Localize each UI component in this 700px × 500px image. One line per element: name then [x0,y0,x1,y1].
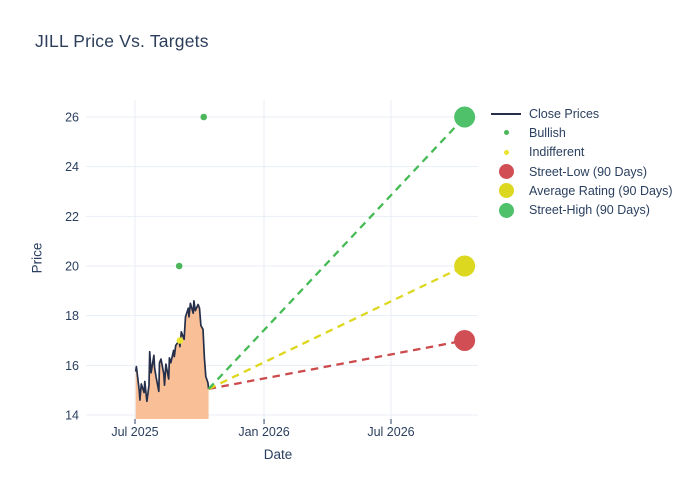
legend-label: Street-High (90 Days) [529,203,650,218]
target-line-street-low-days [208,339,465,391]
indifferent-dot-icon [486,149,526,155]
average-rating-marker-icon [486,183,526,199]
chart-title: JILL Price Vs. Targets [35,31,209,51]
legend-item-street-low[interactable]: Street-Low (90 Days) [486,162,673,181]
legend-item-indifferent[interactable]: Indifferent [486,143,673,162]
street-low-marker-icon [486,164,526,180]
y-tick-label: 16 [65,359,79,373]
rating-dot-bullish [175,262,183,270]
x-tick-label: Jan 2026 [238,425,289,439]
target-line-street-high-days [207,116,466,390]
legend-label: Close Prices [529,106,600,121]
x-tick-label: Jul 2025 [111,425,158,439]
y-tick-label: 18 [65,309,79,323]
target-line-average-rating-days [208,264,466,390]
y-tick-label: 24 [65,160,79,174]
legend-label: Street-Low (90 Days) [529,164,648,179]
close-prices-line-icon [486,112,526,115]
target-marker-average-rating-days [454,255,476,277]
legend-label: Indifferent [529,145,585,160]
target-marker-street-low-days [454,330,476,351]
y-tick-label: 14 [65,409,79,423]
rating-dot-indifferent [176,337,184,344]
y-tick-label: 26 [65,111,79,125]
legend-item-bullish[interactable]: Bullish [486,123,673,142]
legend-item-average-rating[interactable]: Average Rating (90 Days) [486,181,673,200]
y-axis-title: Price [29,242,45,274]
y-tick-label: 22 [65,210,79,224]
rating-dot-bullish [200,113,208,121]
x-tick-label: Jul 2026 [367,425,414,439]
close-prices-line [134,299,210,403]
legend-item-close-prices[interactable]: Close Prices [486,104,673,123]
target-marker-street-high-days [454,106,476,128]
legend: Close Prices Bullish Indifferent Street-… [486,104,673,220]
x-axis-title: Date [263,447,293,462]
legend-label: Average Rating (90 Days) [529,183,673,198]
bullish-dot-icon [486,130,526,136]
legend-label: Bullish [529,125,566,140]
street-high-marker-icon [486,202,526,218]
y-tick-label: 20 [65,260,79,274]
legend-item-street-high[interactable]: Street-High (90 Days) [486,200,673,219]
